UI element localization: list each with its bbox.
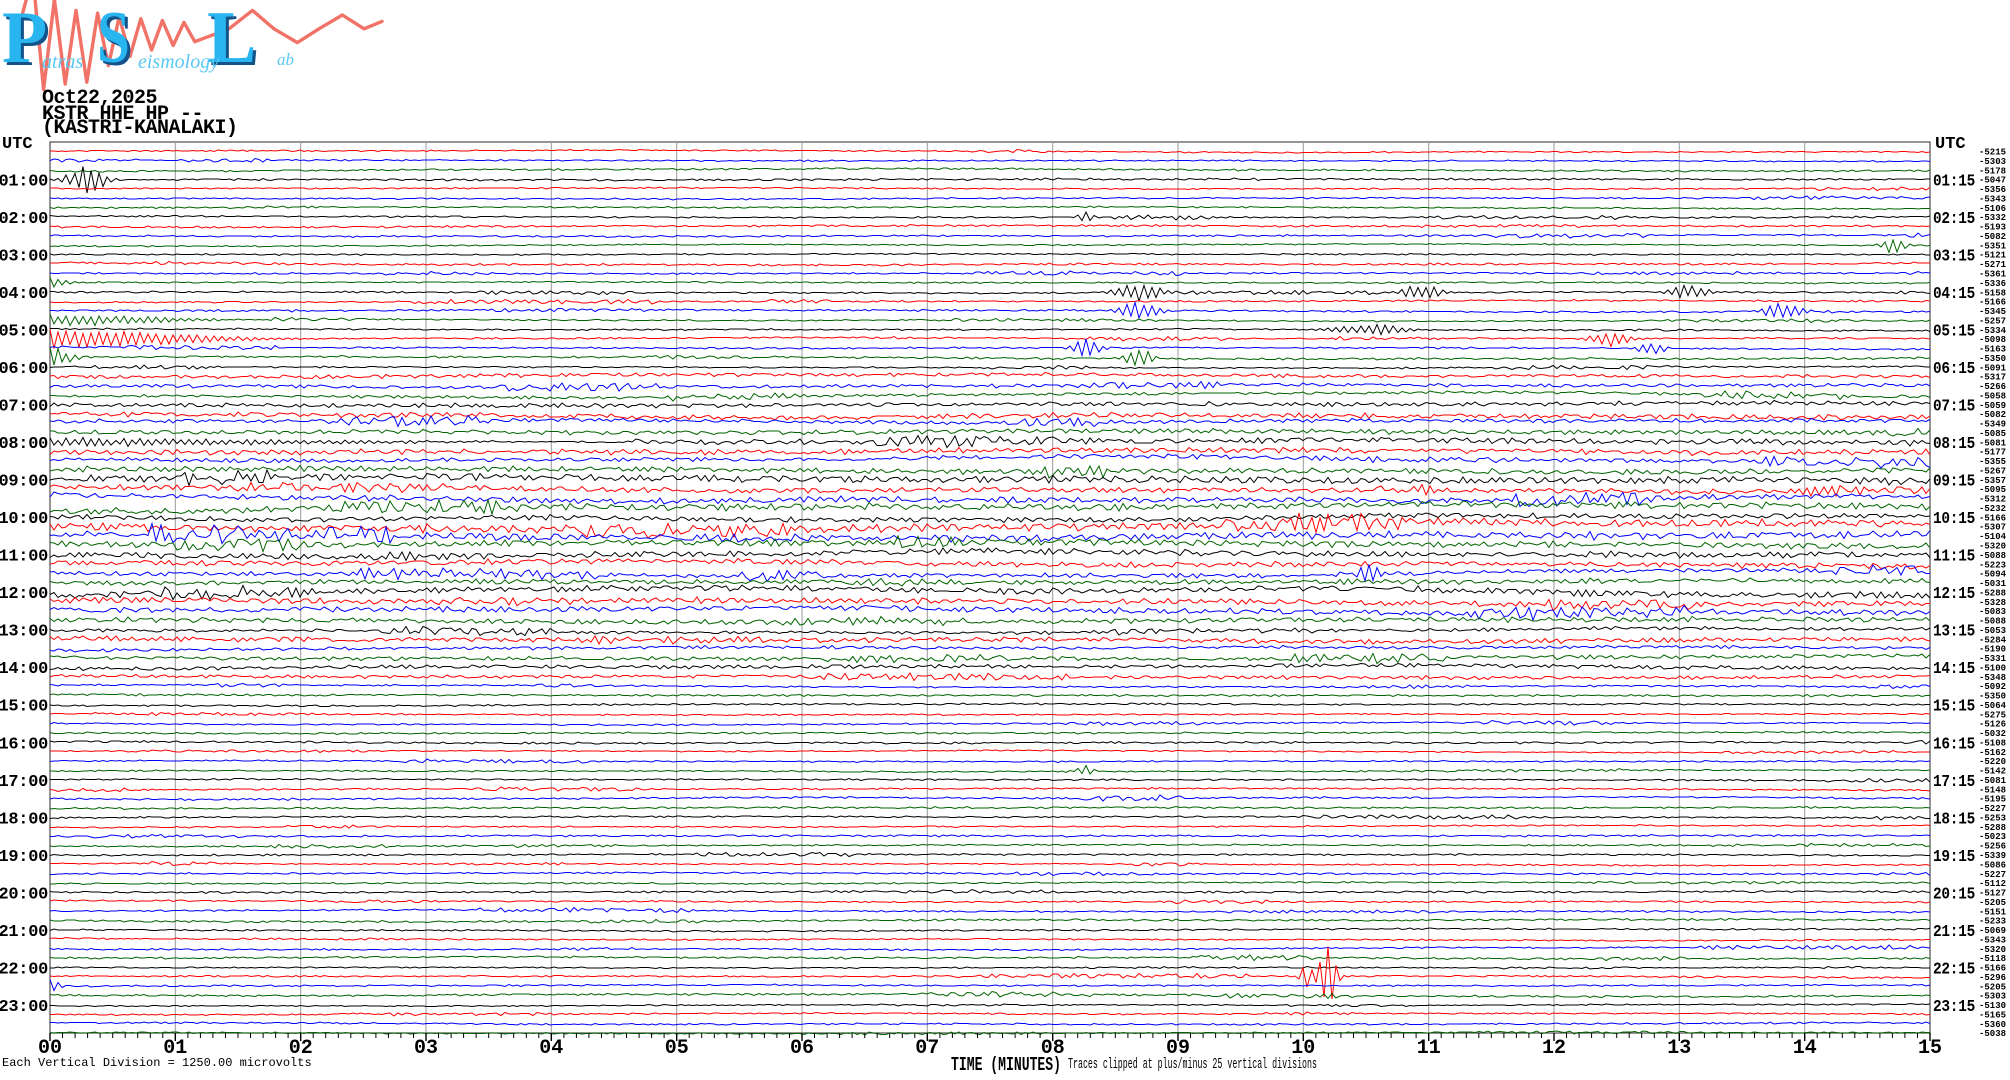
svg-text:17:15: 17:15 (1933, 773, 1975, 792)
svg-text:Traces clipped at plus/minus 2: Traces clipped at plus/minus 25 vertical… (1068, 1056, 1317, 1073)
svg-text:10:00: 10:00 (0, 510, 48, 529)
svg-text:03: 03 (414, 1037, 438, 1060)
svg-text:23:00: 23:00 (0, 998, 48, 1017)
svg-text:ab: ab (277, 50, 294, 69)
svg-text:16:00: 16:00 (0, 735, 48, 754)
svg-text:TIME (MINUTES): TIME (MINUTES) (951, 1054, 1061, 1076)
svg-text:08:00: 08:00 (0, 435, 48, 454)
svg-text:13:00: 13:00 (0, 623, 48, 642)
svg-text:21:00: 21:00 (0, 923, 48, 942)
svg-text:12: 12 (1542, 1037, 1566, 1060)
svg-text:07:15: 07:15 (1933, 398, 1975, 417)
svg-text:19:15: 19:15 (1933, 848, 1975, 867)
svg-text:13: 13 (1667, 1037, 1691, 1060)
svg-text:P: P (2, 0, 47, 79)
svg-text:03:00: 03:00 (0, 248, 48, 267)
svg-text:14:15: 14:15 (1933, 660, 1975, 679)
svg-text:07: 07 (915, 1037, 939, 1060)
svg-text:16:15: 16:15 (1933, 735, 1975, 754)
svg-text:UTC: UTC (1935, 135, 1966, 154)
svg-text:15: 15 (1918, 1037, 1942, 1060)
svg-text:21:15: 21:15 (1933, 923, 1975, 942)
svg-text:10:15: 10:15 (1933, 510, 1975, 529)
svg-text:02:15: 02:15 (1933, 210, 1975, 229)
svg-text:05: 05 (665, 1037, 689, 1060)
svg-text:15:00: 15:00 (0, 698, 48, 717)
svg-text:04: 04 (539, 1037, 563, 1060)
svg-text:06:15: 06:15 (1933, 360, 1975, 379)
svg-text:03:15: 03:15 (1933, 248, 1975, 267)
svg-text:(KASTRI-KANALAKI): (KASTRI-KANALAKI) (42, 117, 238, 140)
svg-text:18:15: 18:15 (1933, 810, 1975, 829)
svg-text:04:00: 04:00 (0, 285, 48, 304)
svg-text:14: 14 (1793, 1037, 1817, 1060)
svg-text:22:00: 22:00 (0, 960, 48, 979)
svg-text:atras: atras (42, 51, 83, 73)
svg-text:09:00: 09:00 (0, 473, 48, 492)
svg-text:S: S (97, 0, 130, 79)
svg-text:eismology: eismology (138, 51, 219, 73)
svg-text:01:15: 01:15 (1933, 173, 1975, 192)
svg-text:05:00: 05:00 (0, 323, 48, 342)
svg-text:04:15: 04:15 (1933, 285, 1975, 304)
svg-text:06:00: 06:00 (0, 360, 48, 379)
svg-text:Each Vertical Division = 1250.: Each Vertical Division = 1250.00 microvo… (2, 1056, 312, 1070)
svg-text:14:00: 14:00 (0, 660, 48, 679)
svg-text:11: 11 (1417, 1037, 1441, 1060)
svg-text:13:15: 13:15 (1933, 623, 1975, 642)
svg-text:18:00: 18:00 (0, 810, 48, 829)
svg-text:05:15: 05:15 (1933, 323, 1975, 342)
svg-text:11:15: 11:15 (1933, 548, 1975, 567)
svg-text:08:15: 08:15 (1933, 435, 1975, 454)
svg-text:07:00: 07:00 (0, 398, 48, 417)
svg-text:UTC: UTC (2, 135, 33, 154)
svg-text:15:15: 15:15 (1933, 698, 1975, 717)
svg-text:20:15: 20:15 (1933, 885, 1975, 904)
svg-text:17:00: 17:00 (0, 773, 48, 792)
svg-text:02:00: 02:00 (0, 210, 48, 229)
svg-text:-5038: -5038 (1979, 1028, 2006, 1039)
svg-text:12:15: 12:15 (1933, 585, 1975, 604)
svg-text:22:15: 22:15 (1933, 960, 1975, 979)
svg-text:06: 06 (790, 1037, 814, 1060)
svg-text:20:00: 20:00 (0, 885, 48, 904)
svg-text:01:00: 01:00 (0, 173, 48, 192)
svg-text:12:00: 12:00 (0, 585, 48, 604)
svg-text:19:00: 19:00 (0, 848, 48, 867)
svg-text:23:15: 23:15 (1933, 998, 1975, 1017)
svg-text:09:15: 09:15 (1933, 473, 1975, 492)
svg-text:11:00: 11:00 (0, 548, 48, 567)
